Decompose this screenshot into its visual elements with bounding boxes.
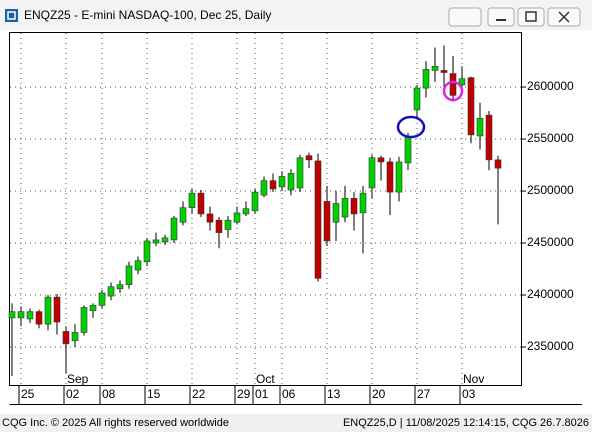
candle-body <box>179 207 187 223</box>
x-tick-label: 02 <box>66 387 80 401</box>
month-label: Nov <box>463 372 484 386</box>
annotation-ellipse <box>396 115 426 139</box>
candle-body <box>485 114 493 161</box>
app-icon-glyph <box>7 11 16 20</box>
candle-body <box>35 311 43 325</box>
candle-body <box>188 192 196 208</box>
candle-body <box>215 219 223 233</box>
candle-body <box>323 201 331 242</box>
candle-body <box>395 161 403 193</box>
x-tick-label: 13 <box>327 387 341 401</box>
x-tick-label: 08 <box>102 387 116 401</box>
plot-area <box>9 32 522 386</box>
x-tick-label: 15 <box>147 387 161 401</box>
annotation-circle <box>442 80 464 102</box>
y-tick-label: 2600000 <box>527 79 574 93</box>
candle-body <box>467 77 475 136</box>
candle-body <box>44 296 52 325</box>
candle-body <box>26 311 34 320</box>
app-icon <box>5 9 18 22</box>
candle-body <box>458 78 466 86</box>
x-tick-label: 20 <box>372 387 386 401</box>
candle-body <box>431 65 439 71</box>
candle-body <box>125 265 133 285</box>
candle-body <box>98 292 106 306</box>
candle-body <box>53 296 61 323</box>
candle-body <box>386 161 394 193</box>
candle-body <box>143 240 151 263</box>
maximize-button[interactable] <box>517 7 545 27</box>
candle-body <box>305 155 313 161</box>
candle-body <box>8 311 16 319</box>
candle-body <box>170 217 178 241</box>
x-tick-label: 03 <box>462 387 476 401</box>
status-bar <box>0 414 592 432</box>
month-label: Oct <box>256 372 275 386</box>
candle-body <box>278 176 286 188</box>
y-tick-label: 2450000 <box>527 235 574 249</box>
x-tick-label: 06 <box>282 387 296 401</box>
y-tick-label: 2550000 <box>527 131 574 145</box>
x-tick-label: 29 <box>237 387 251 401</box>
candle-body <box>314 160 322 279</box>
candle-body <box>440 70 448 73</box>
candle-body <box>80 307 88 333</box>
month-label: Sep <box>67 372 89 386</box>
candle-body <box>494 159 502 169</box>
x-tick-label: 22 <box>192 387 206 401</box>
candle-body <box>206 213 214 223</box>
x-tick-label: 01 <box>255 387 269 401</box>
candle-body <box>368 157 376 189</box>
candle-body <box>116 284 124 290</box>
candle-body <box>161 237 169 243</box>
link-button[interactable] <box>448 7 482 27</box>
footer-right: ENQZ25,D | 11/08/2025 12:14:15, CQG 26.7… <box>343 417 589 429</box>
maximize-glyph <box>525 11 537 22</box>
candle-body <box>71 332 79 342</box>
candle-body <box>260 180 268 196</box>
candle-body <box>350 198 358 215</box>
candle-body <box>242 208 250 215</box>
candle-body <box>62 331 70 345</box>
candle-body <box>269 180 277 190</box>
candle-body <box>404 136 412 164</box>
candle-body <box>251 191 259 212</box>
candle-body <box>413 87 421 111</box>
x-tick-label: 25 <box>21 387 35 401</box>
candle-body <box>377 157 385 163</box>
candle-body <box>152 239 160 244</box>
candle-body <box>224 219 232 230</box>
candle-body <box>197 192 205 215</box>
plot-marks: 2350000 2400000 2450000 2500000 2550000 26000… <box>8 33 574 404</box>
candle-body <box>449 73 457 96</box>
candle-body <box>476 117 484 137</box>
candle-body <box>107 286 115 297</box>
candle-body <box>134 260 142 271</box>
candle-body <box>332 203 340 223</box>
candle-body <box>233 212 241 223</box>
candle-body <box>341 198 349 218</box>
minimize-button[interactable] <box>487 7 515 27</box>
candle-body <box>17 311 25 319</box>
candle-body <box>296 157 304 189</box>
candle-body <box>422 69 430 89</box>
chart-title: ENQZ25 - E-mini NASDAQ-100, Dec 25, Dail… <box>24 8 271 22</box>
x-tick-label: 27 <box>417 387 431 401</box>
y-tick-label: 2400000 <box>527 287 574 301</box>
candle-body <box>359 192 367 214</box>
y-tick-label: 2350000 <box>527 339 574 353</box>
close-glyph <box>558 11 570 23</box>
footer-left: CQG Inc. © 2025 All rights reserved worl… <box>2 417 229 429</box>
candle-body <box>287 173 295 191</box>
y-tick-label: 2500000 <box>527 183 574 197</box>
candle-body <box>89 305 97 311</box>
